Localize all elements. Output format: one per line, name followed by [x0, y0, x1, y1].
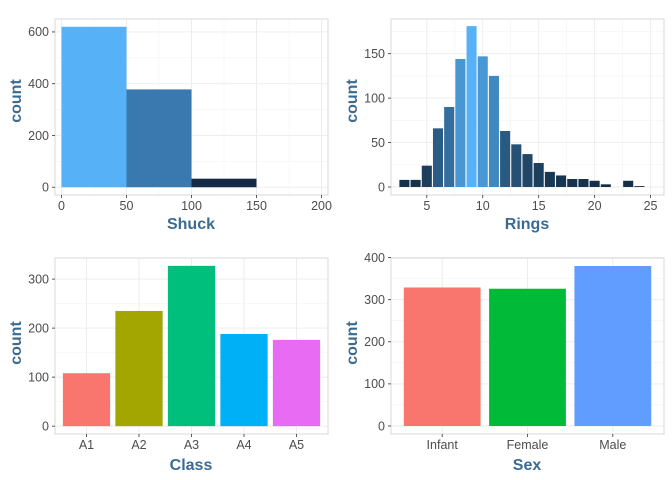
histogram-bar — [455, 59, 466, 187]
bars — [61, 26, 257, 188]
histogram-bar — [578, 179, 589, 187]
x-tick-label: 100 — [181, 199, 202, 213]
bar-a3 — [167, 265, 216, 427]
x-tick-label: Male — [599, 438, 626, 452]
histogram-bar — [522, 154, 533, 187]
histogram-bar — [126, 89, 192, 188]
y-tick-label: 0 — [42, 181, 49, 195]
histogram-bar — [600, 184, 611, 187]
sex-bar-panel: Sex count 0 100 200 300 400 Infant Female Male — [344, 251, 665, 474]
x-tick-label: 25 — [644, 199, 658, 213]
gridlines — [391, 19, 664, 195]
y-tick-label: 300 — [28, 272, 49, 286]
histogram-bar — [477, 56, 488, 188]
sex-x-axis-title: Sex — [513, 457, 542, 474]
y-tick-label: 400 — [28, 77, 49, 91]
x-tick-label: A3 — [184, 438, 199, 452]
bars — [62, 265, 321, 427]
histogram-bar — [567, 179, 578, 187]
y-tick-label: 0 — [42, 419, 49, 433]
bar-a1 — [62, 373, 111, 427]
histogram-bar — [61, 26, 127, 188]
bars — [403, 266, 652, 426]
x-tick-label: A1 — [79, 438, 94, 452]
x-tick-label: 0 — [58, 199, 65, 213]
class-bar-panel: Class count 0 100 200 300 A1 A2 A3 A4 A5 — [8, 257, 329, 474]
histogram-bar — [399, 179, 410, 187]
bar-female — [489, 288, 566, 426]
x-tick-label: Infant — [427, 438, 459, 452]
bar-male — [574, 266, 652, 426]
shuck-y-axis-title: count — [8, 79, 25, 123]
x-tick-label: 10 — [476, 199, 490, 213]
y-tick-label: 200 — [364, 335, 385, 349]
histogram-bar — [191, 178, 257, 188]
y-tick-label: 300 — [364, 293, 385, 307]
histogram-bar — [556, 175, 567, 187]
x-tick-label: Female — [507, 438, 549, 452]
histogram-bar — [488, 75, 499, 187]
histogram-bar — [421, 165, 432, 187]
histogram-bar — [444, 107, 455, 187]
y-tick-label: 200 — [28, 129, 49, 143]
bar-a5 — [272, 339, 321, 427]
histogram-bar — [634, 186, 645, 187]
bar-a2 — [115, 310, 163, 427]
class-x-axis-title: Class — [170, 457, 213, 474]
y-tick-label: 600 — [28, 25, 49, 39]
histogram-bar — [589, 180, 600, 187]
y-tick-label: 100 — [364, 91, 385, 105]
x-tick-label: 5 — [423, 199, 430, 213]
y-tick-label: 100 — [364, 377, 385, 391]
rings-y-axis-title: count — [344, 79, 361, 123]
y-tick-label: 0 — [378, 180, 385, 194]
y-tick-label: 100 — [28, 370, 49, 384]
x-tick-label: 200 — [311, 199, 332, 213]
histogram-bar — [544, 171, 555, 187]
histogram-bar — [533, 163, 544, 187]
x-tick-label: A2 — [131, 438, 146, 452]
y-tick-label: 200 — [28, 321, 49, 335]
y-tick-label: 150 — [364, 47, 385, 61]
histogram-bar — [500, 131, 511, 187]
shuck-x-axis-title: Shuck — [167, 216, 215, 233]
y-tick-label: 50 — [371, 136, 385, 150]
bar-a4 — [220, 333, 268, 427]
y-tick-label: 0 — [378, 419, 385, 433]
sex-y-axis-title: count — [344, 321, 361, 365]
histogram-bar — [432, 128, 444, 187]
rings-x-axis-title: Rings — [505, 216, 550, 233]
x-tick-label: 50 — [120, 199, 134, 213]
panel-border — [390, 18, 665, 196]
x-tick-label: A4 — [236, 438, 251, 452]
x-tick-label: 20 — [588, 199, 602, 213]
bars — [399, 26, 645, 188]
histogram-bar — [623, 180, 634, 187]
histogram-bar — [410, 179, 421, 187]
x-tick-label: 15 — [532, 199, 546, 213]
rings-histogram-panel: Rings count 0 50 100 150 5 10 15 20 25 — [344, 18, 665, 233]
histogram-bar — [466, 26, 477, 187]
x-tick-label: A5 — [289, 438, 304, 452]
histogram-bar — [511, 144, 522, 187]
shuck-histogram-panel: Shuck count 0 200 400 600 0 50 100 150 200 — [8, 18, 332, 233]
x-tick-label: 150 — [246, 199, 267, 213]
bar-infant — [403, 287, 481, 426]
class-y-axis-title: count — [8, 321, 25, 365]
y-tick-label: 400 — [364, 251, 385, 265]
